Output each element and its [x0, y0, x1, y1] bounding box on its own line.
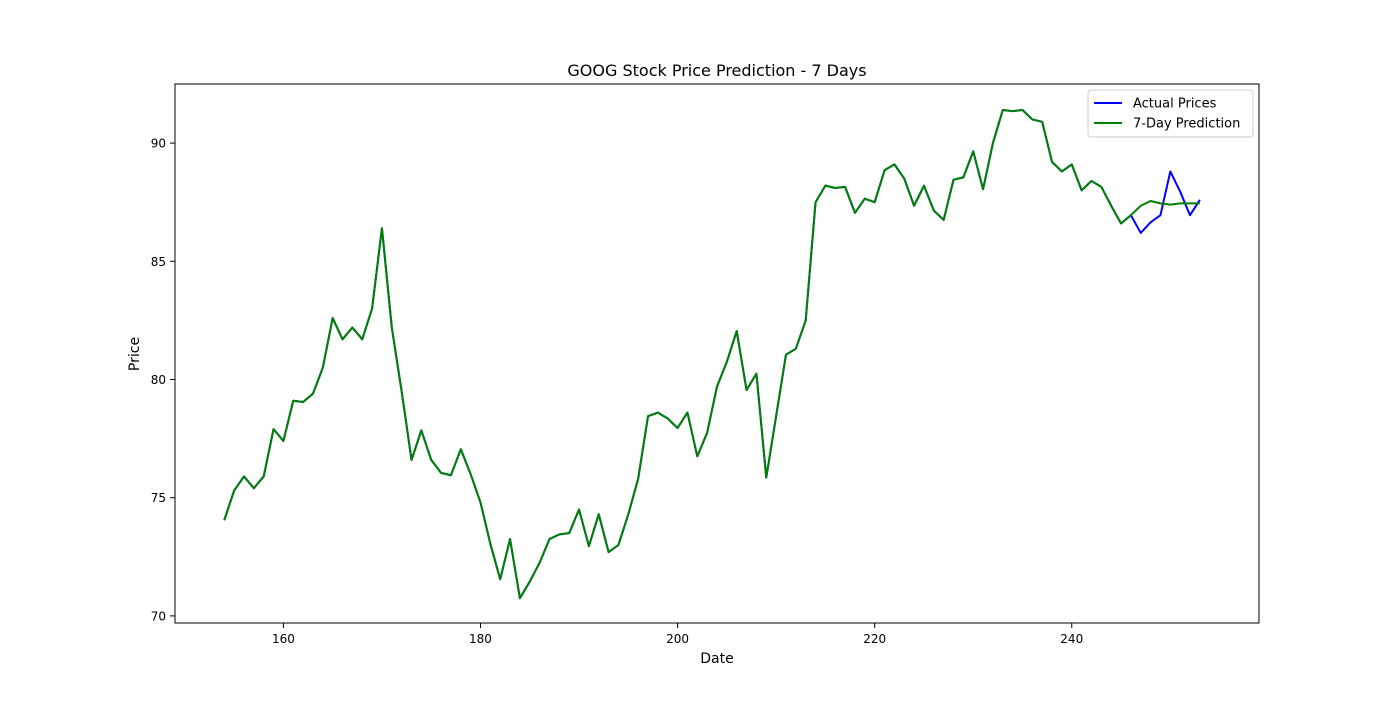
y-axis: 70 75 80 85 90 — [151, 137, 175, 623]
y-tick-label: 85 — [151, 255, 166, 269]
legend-box — [1087, 89, 1254, 138]
x-tick-label: 180 — [469, 632, 492, 646]
plot-frame — [174, 83, 1260, 624]
x-tick-label: 160 — [272, 632, 295, 646]
legend: Actual Prices 7-Day Prediction — [1087, 89, 1254, 138]
x-axis-label: Date — [700, 651, 733, 667]
x-tick-label: 220 — [863, 632, 886, 646]
series-line-2 — [223, 109, 1200, 600]
chart-title: GOOG Stock Price Prediction - 7 Days — [567, 61, 866, 80]
x-tick-label: 200 — [666, 632, 689, 646]
legend-label: 7-Day Prediction — [1133, 117, 1240, 132]
y-tick-label: 70 — [151, 609, 166, 623]
plot-lines — [223, 109, 1201, 600]
x-axis: 160 180 200 220 240 — [272, 623, 1083, 646]
legend-label: Actual Prices — [1133, 97, 1217, 112]
y-tick-label: 80 — [151, 373, 166, 387]
x-tick-label: 240 — [1060, 632, 1083, 646]
y-tick-label: 90 — [151, 137, 166, 151]
y-tick-label: 75 — [151, 491, 166, 505]
y-axis-label: Price — [127, 337, 143, 371]
